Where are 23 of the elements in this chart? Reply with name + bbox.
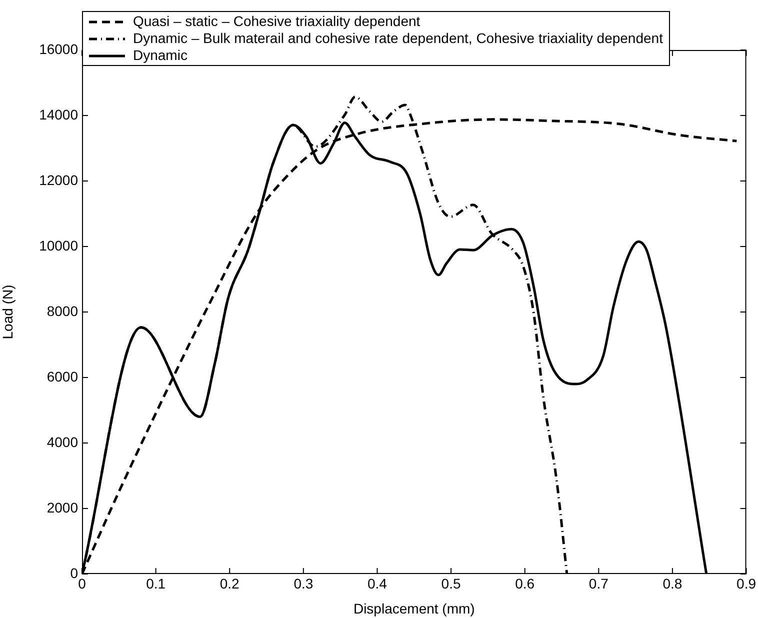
x-axis-title: Displacement (mm) (353, 600, 475, 616)
y-tick-label: 16000 (39, 40, 78, 57)
x-tick-label: 0.5 (441, 575, 461, 592)
x-tick-label: 0.3 (294, 575, 314, 592)
x-tick-label: 0.1 (146, 575, 166, 592)
x-tick-label: 0.4 (367, 575, 388, 592)
x-tick-label: 0.8 (662, 575, 682, 592)
x-tick-label: 0.6 (515, 575, 535, 592)
y-tick-label: 0 (70, 564, 78, 581)
y-tick-label: 6000 (46, 368, 78, 384)
y-tick-label: 14000 (39, 106, 78, 122)
y-tick-label: 4000 (46, 434, 78, 450)
y-axis-title: Load (N) (0, 284, 16, 340)
y-tick-label: 8000 (46, 302, 78, 319)
x-tick-label: 0.2 (220, 575, 240, 592)
x-tick-label: 0.7 (588, 575, 609, 592)
legend-label: Quasi – static – Cohesive triaxiality dependent (133, 13, 420, 30)
legend-label: Dynamic – Bulk materail and cohesive rate dependent, Cohesive triaxiality dependent (133, 30, 663, 47)
y-tick-label: 12000 (39, 172, 78, 188)
y-tick-label: 10000 (39, 237, 78, 254)
legend-label: Dynamic (133, 47, 188, 64)
x-tick-label: 0.9 (736, 575, 756, 592)
y-tick-label: 2000 (46, 499, 78, 516)
